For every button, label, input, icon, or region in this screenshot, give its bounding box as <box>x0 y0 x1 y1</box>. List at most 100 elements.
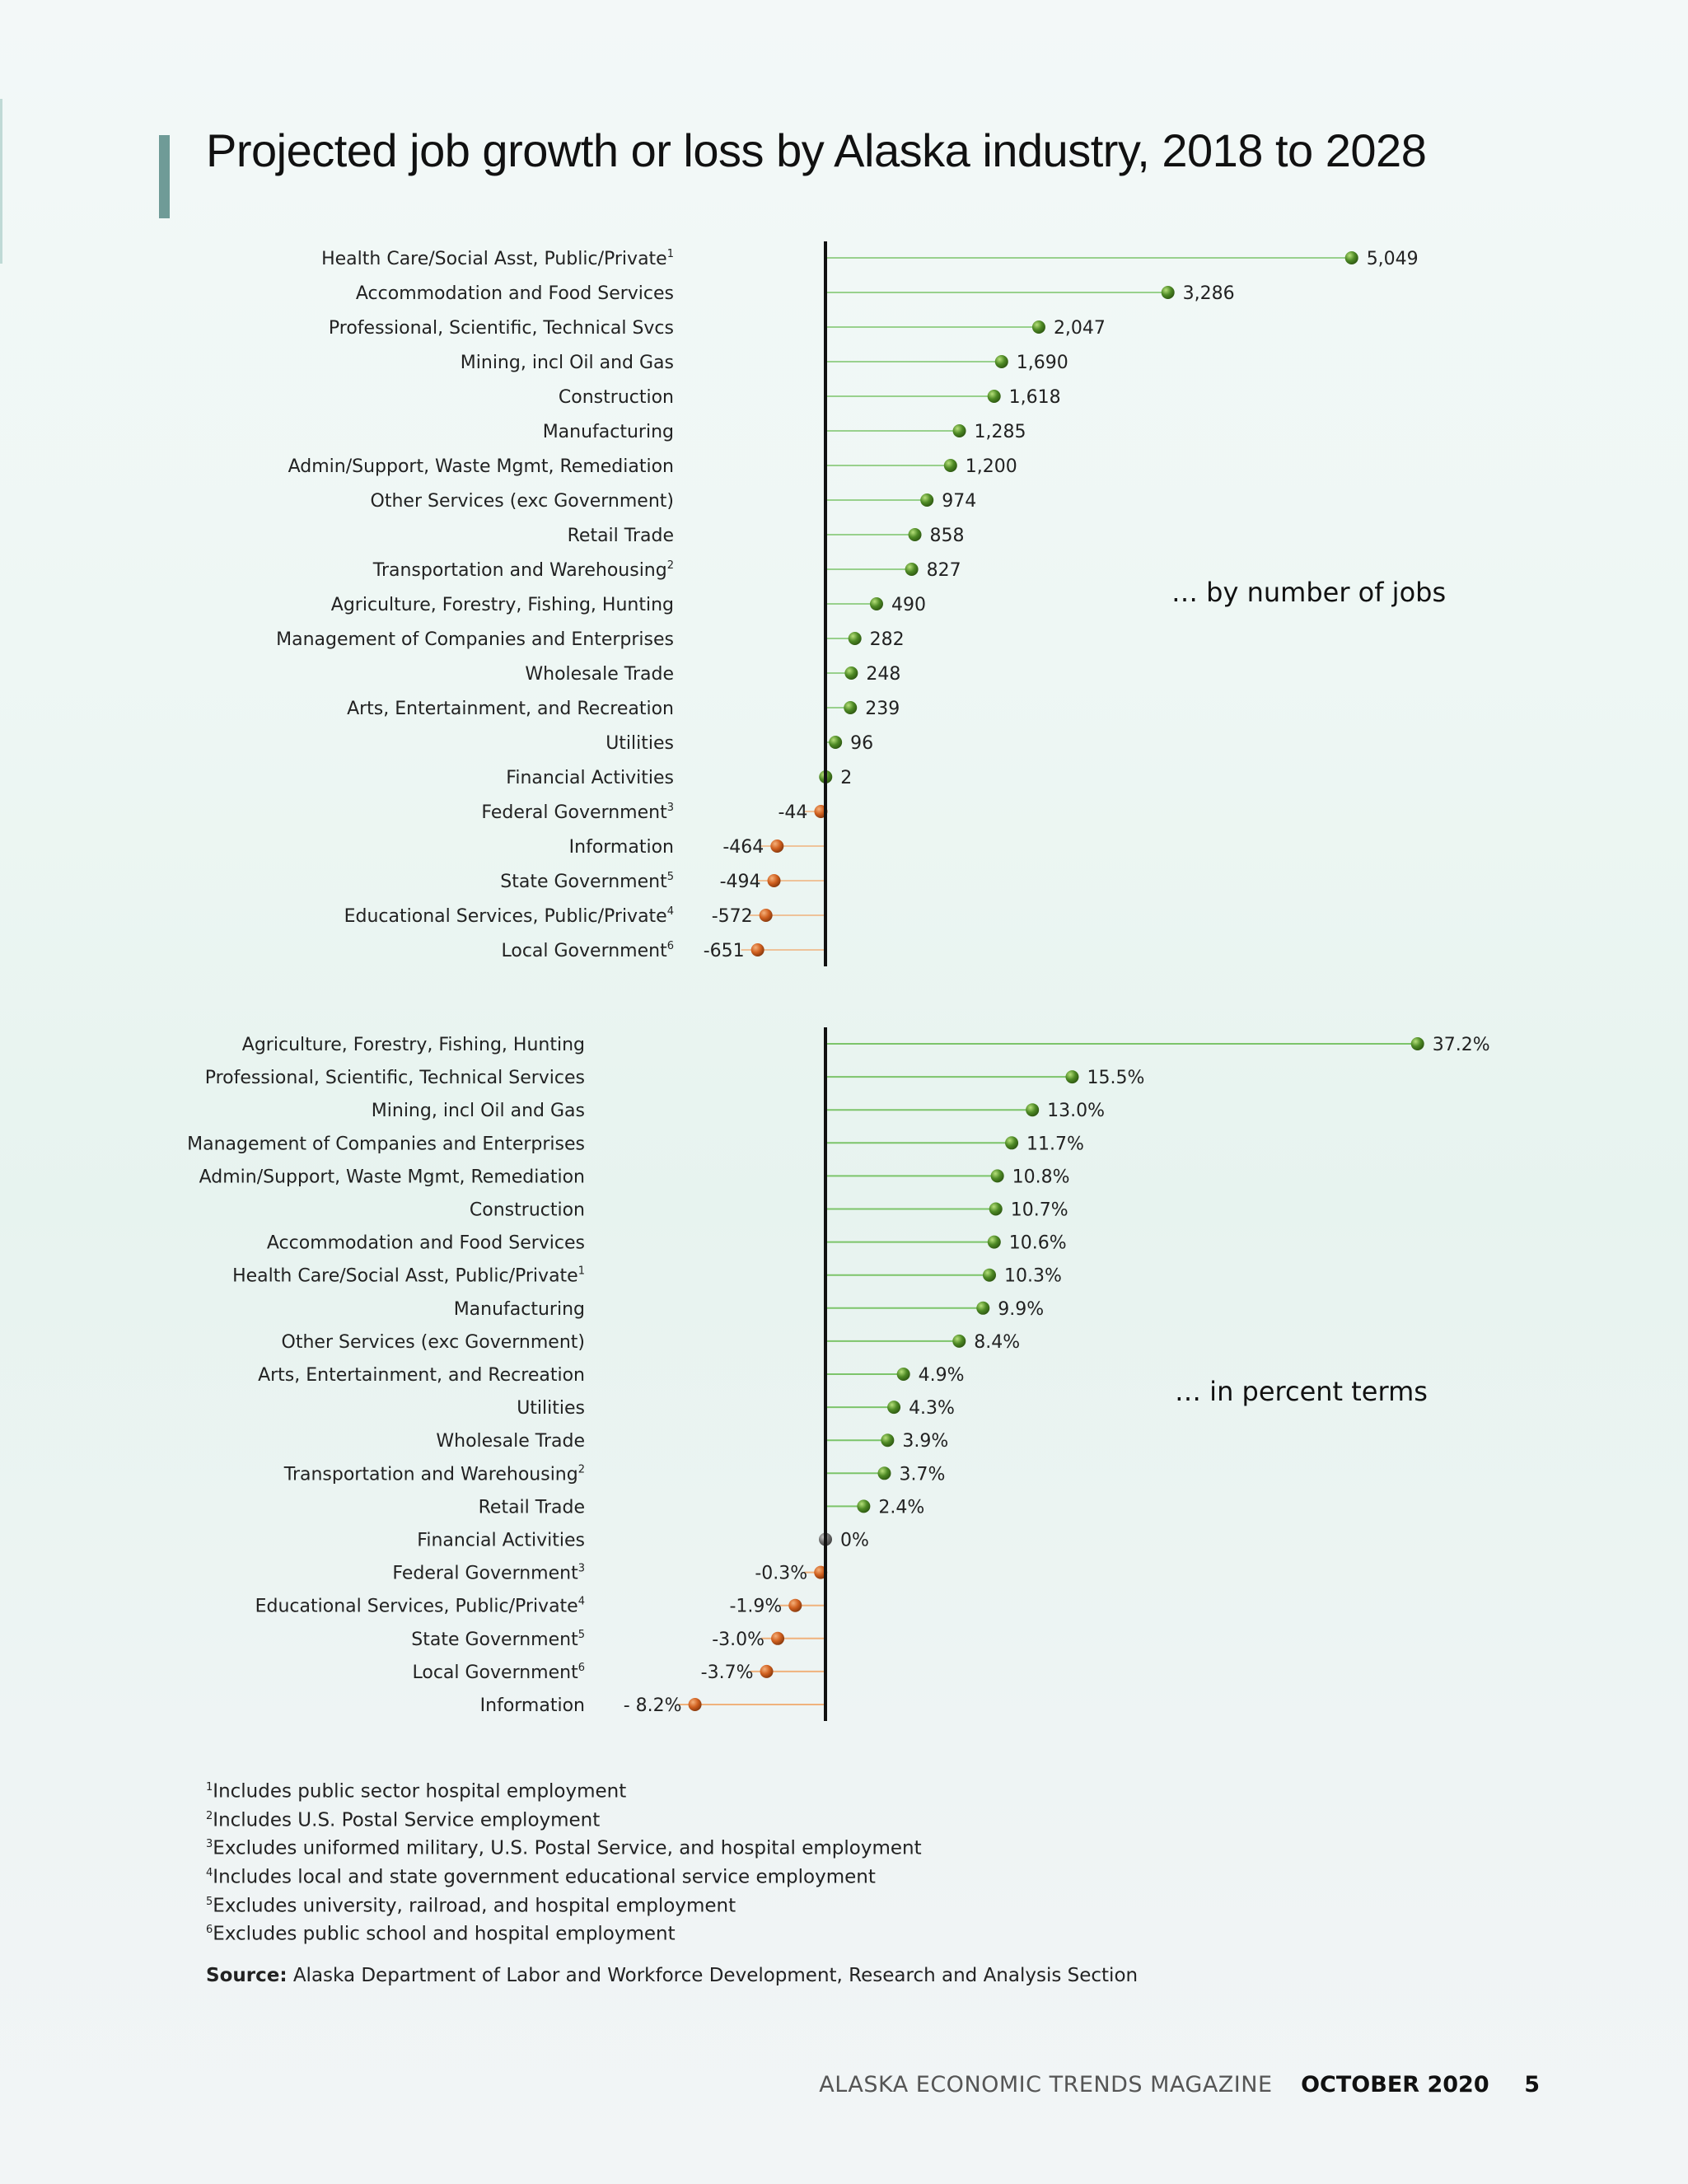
jobs-chart: 5,049 Health Care/Social Asst, Public/Pri… <box>276 241 1446 966</box>
category-label: Health Care/Social Asst, Public/Private1 <box>321 248 674 269</box>
category-label: Wholesale Trade <box>525 664 674 685</box>
data-point <box>869 597 883 610</box>
value-label: -1.9% <box>729 1597 782 1617</box>
value-label: -0.3% <box>755 1564 807 1584</box>
category-label: Retail Trade <box>568 526 674 546</box>
data-point <box>844 666 858 680</box>
value-label: 5,049 <box>1367 249 1419 269</box>
category-label: Local Government6 <box>502 940 675 961</box>
footnote-text: Includes U.S. Postal Service employment <box>213 1809 601 1831</box>
data-point <box>1005 1136 1019 1150</box>
value-label: 9.9% <box>998 1299 1044 1320</box>
footnote: 5Excludes university, railroad, and hosp… <box>206 1890 922 1919</box>
category-label: State Government5 <box>500 871 674 892</box>
value-label: -494 <box>720 872 761 892</box>
data-point <box>908 528 922 541</box>
category-label: Financial Activities <box>506 768 674 788</box>
chart-annotation: … in percent terms <box>1175 1376 1428 1407</box>
category-label: Arts, Entertainment, and Recreation <box>347 699 674 719</box>
value-label: -572 <box>712 906 753 927</box>
data-point <box>788 1598 802 1612</box>
edge-accent-line <box>0 99 2 264</box>
footnotes: 1Includes public sector hospital employm… <box>206 1775 922 1947</box>
percent-chart: 37.2% Agriculture, Forestry, Fishing, Hun… <box>187 1027 1490 1721</box>
value-label: 2,047 <box>1054 318 1106 339</box>
value-label: 11.7% <box>1026 1134 1084 1154</box>
category-label: Mining, incl Oil and Gas <box>461 353 674 373</box>
footnote-marker: 3 <box>206 1838 213 1851</box>
category-label: Admin/Support, Waste Mgmt, Remediation <box>199 1167 585 1187</box>
value-label: 248 <box>866 664 900 685</box>
value-label: 10.6% <box>1009 1233 1067 1254</box>
data-point <box>771 1631 785 1645</box>
category-label: Federal Government3 <box>392 1563 585 1584</box>
data-point <box>1031 320 1045 334</box>
category-label: Health Care/Social Asst, Public/Private1 <box>232 1265 585 1287</box>
value-label: 0% <box>840 1531 869 1551</box>
footnote-marker: 2 <box>206 1809 213 1822</box>
data-point <box>760 1664 774 1678</box>
data-point <box>896 1368 910 1381</box>
data-point <box>987 390 1001 403</box>
data-point <box>848 632 862 645</box>
data-point <box>1410 1037 1424 1050</box>
data-point <box>990 1169 1004 1183</box>
category-label: Agriculture, Forestry, Fishing, Hunting <box>242 1035 585 1055</box>
category-label: Construction <box>559 387 674 408</box>
category-label: Professional, Scientific, Technical Serv… <box>205 1068 585 1088</box>
value-label: 2 <box>840 768 852 788</box>
footnote-marker: 6 <box>206 1924 213 1937</box>
footnote: 1Includes public sector hospital employm… <box>206 1775 922 1804</box>
category-label: Federal Government3 <box>481 802 674 823</box>
category-label: Transportation and Warehousing2 <box>372 559 674 581</box>
category-label: Local Government6 <box>413 1662 586 1683</box>
data-point <box>767 874 781 887</box>
value-label: 15.5% <box>1087 1068 1144 1088</box>
category-label: Manufacturing <box>454 1299 585 1320</box>
category-label: Information <box>480 1695 585 1716</box>
data-point <box>857 1499 871 1513</box>
category-label: Accommodation and Food Services <box>267 1233 585 1254</box>
source-text: Alaska Department of Labor and Workforce… <box>292 1965 1139 1986</box>
category-label: Educational Services, Public/Private4 <box>344 905 674 927</box>
value-label: 858 <box>930 526 965 546</box>
value-label: 4.3% <box>909 1398 955 1419</box>
data-point <box>877 1466 891 1480</box>
data-point <box>952 424 966 437</box>
data-point <box>989 1202 1003 1216</box>
footnote-marker: 5 <box>206 1895 213 1908</box>
value-label: 3.9% <box>902 1431 948 1452</box>
data-point <box>1026 1103 1040 1117</box>
footnote-text: Includes public sector hospital employme… <box>213 1780 627 1803</box>
footnote-text: Excludes uniformed military, U.S. Postal… <box>213 1837 922 1859</box>
footnote-text: Excludes university, railroad, and hospi… <box>213 1895 736 1917</box>
category-label: Utilities <box>517 1398 585 1419</box>
data-point <box>750 943 765 956</box>
category-label: Retail Trade <box>479 1497 585 1518</box>
value-label: 3.7% <box>899 1464 945 1485</box>
category-label: Transportation and Warehousing2 <box>283 1463 585 1485</box>
category-label: Other Services (exc Government) <box>371 491 674 512</box>
value-label: -3.0% <box>712 1630 765 1650</box>
category-label: Financial Activities <box>417 1531 585 1551</box>
magazine-name: ALASKA ECONOMIC TRENDS MAGAZINE <box>819 2072 1273 2097</box>
value-label: 4.9% <box>919 1365 965 1386</box>
data-point <box>844 701 858 714</box>
category-label: Admin/Support, Waste Mgmt, Remediation <box>288 456 674 477</box>
category-label: Educational Services, Public/Private4 <box>255 1596 585 1617</box>
category-label: Manufacturing <box>543 422 674 442</box>
category-label: Arts, Entertainment, and Recreation <box>258 1365 585 1386</box>
footnote-marker: 4 <box>206 1866 213 1879</box>
value-label: 1,690 <box>1017 353 1068 373</box>
footnote-text: Includes local and state government educ… <box>213 1866 876 1888</box>
page-number: 5 <box>1524 2072 1540 2097</box>
chart-annotation: … by number of jobs <box>1171 577 1446 608</box>
data-point <box>994 355 1008 368</box>
data-point <box>829 736 843 749</box>
category-label: Accommodation and Food Services <box>356 283 674 304</box>
value-label: 96 <box>850 733 873 754</box>
value-label: 239 <box>865 699 900 719</box>
category-label: State Government5 <box>411 1629 585 1650</box>
data-point <box>982 1268 996 1282</box>
value-label: -44 <box>778 802 807 823</box>
